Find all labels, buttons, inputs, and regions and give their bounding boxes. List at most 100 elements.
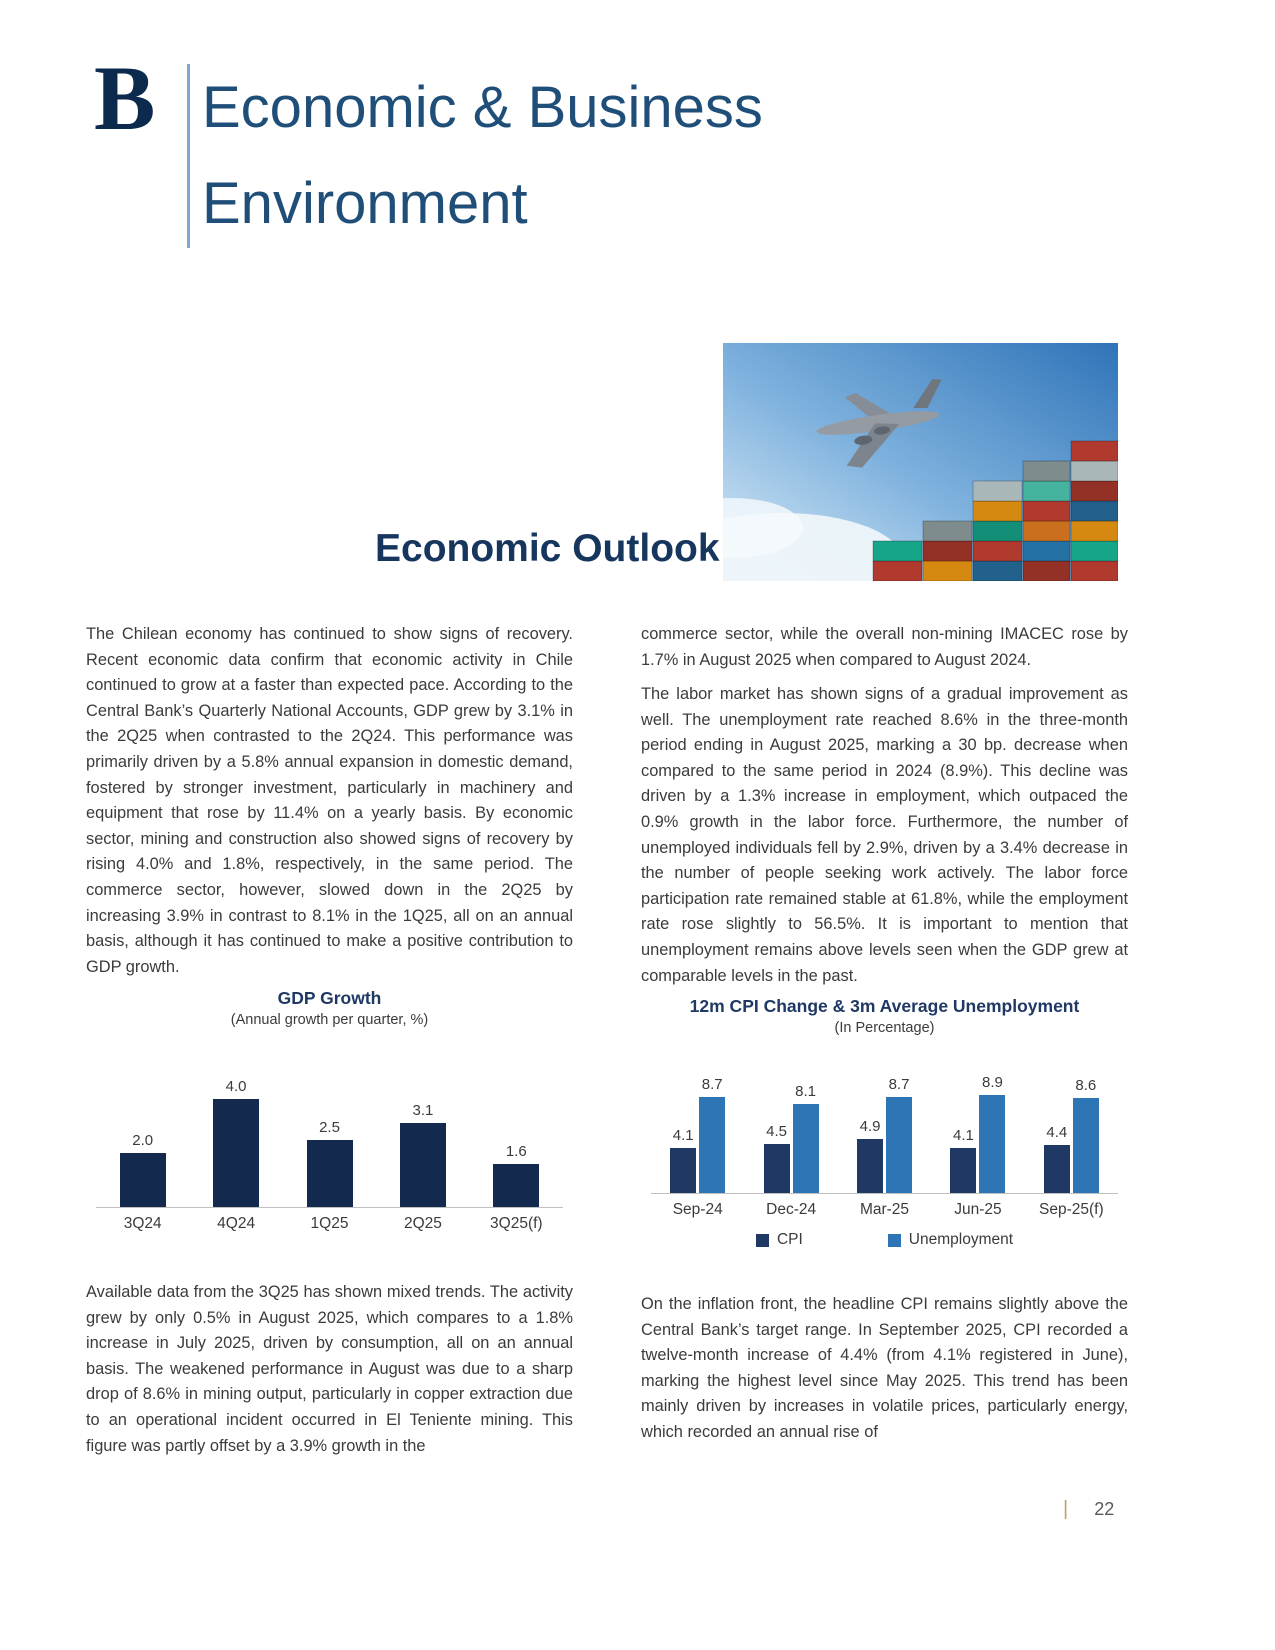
category-axis: 3Q24 4Q24 1Q25 2Q25 3Q25(f) — [96, 1215, 563, 1233]
chart-title: GDP Growth — [277, 988, 382, 1008]
bar — [399, 1123, 446, 1207]
photo-illustration — [723, 343, 1118, 581]
category-label: Jun-25 — [954, 1201, 1002, 1218]
legend-item: Unemployment — [887, 1231, 1014, 1249]
airplane — [816, 378, 942, 468]
bar-group: 4.1 8.7 — [651, 1076, 744, 1193]
data-label: 8.7 — [701, 1076, 723, 1094]
data-label: 8.6 — [1075, 1077, 1097, 1095]
data-label: 4.0 — [225, 1078, 247, 1095]
bar-group: 4.9 8.7 — [838, 1076, 931, 1193]
bar-column: 3.1 — [399, 1102, 446, 1207]
bar — [792, 1103, 819, 1193]
data-label: 2.5 — [319, 1118, 340, 1136]
body-paragraph-right-1: commerce sector, while the overall non-m… — [641, 625, 1128, 669]
body-paragraph-right-2: The labor market has shown signs of a gr… — [641, 685, 1128, 985]
bar — [1043, 1144, 1070, 1193]
bar — [1072, 1098, 1099, 1193]
data-label: 8.7 — [888, 1076, 910, 1094]
bar-column: 1.6 — [493, 1142, 540, 1207]
page-footer: | 22 — [1063, 1498, 1114, 1521]
category-label: Sep-24 — [672, 1201, 723, 1218]
bar-column: 8.7 — [886, 1076, 913, 1193]
plot-area: 2.0 4.0 2.5 3.1 1.6 — [96, 1056, 563, 1208]
bar-column: 4.1 — [950, 1126, 977, 1193]
bar — [857, 1139, 884, 1193]
bar — [699, 1097, 726, 1193]
bar-column: 8.9 — [979, 1074, 1006, 1193]
legend-swatch — [887, 1233, 901, 1247]
bar-column: 8.1 — [792, 1082, 819, 1193]
data-label: 4.4 — [1046, 1123, 1068, 1141]
category-axis: Sep-24 Dec-24 Mar-25 Jun-25 Sep-25(f) — [651, 1201, 1118, 1219]
category-label: Mar-25 — [859, 1201, 910, 1218]
bar-column: 8.7 — [699, 1076, 726, 1193]
bar-group: 4.4 8.6 — [1025, 1077, 1118, 1193]
data-label: 3.1 — [412, 1102, 434, 1120]
bar — [493, 1163, 540, 1207]
bar — [213, 1099, 260, 1207]
bar — [119, 1153, 166, 1207]
bar-column: 4.0 — [213, 1078, 260, 1207]
page-title: Economic & Business Environment — [202, 60, 763, 252]
header-divider — [187, 64, 190, 248]
page-number: 22 — [1094, 1499, 1115, 1519]
chart-legend: CPI Unemployment — [641, 1231, 1128, 1249]
bar — [950, 1147, 977, 1193]
bar-group: 2.5 — [283, 1118, 376, 1207]
bar — [306, 1139, 353, 1207]
bar — [886, 1097, 913, 1193]
page-title-line1: Economic & Business — [202, 75, 763, 140]
airplane-containers-photo — [723, 343, 1118, 581]
chart-subtitle: (Annual growth per quarter, %) — [230, 1012, 429, 1028]
data-label: 8.1 — [795, 1082, 817, 1100]
bar-group: 1.6 — [470, 1143, 563, 1207]
bar — [670, 1147, 697, 1193]
bar-column: 4.4 — [1043, 1123, 1070, 1193]
category-label: 1Q25 — [310, 1215, 349, 1232]
body-paragraph-left-2: Available data from the 3Q25 has shown m… — [86, 1283, 573, 1455]
section-heading: Economic Outlook — [375, 527, 720, 570]
category-label: 3Q25(f) — [490, 1215, 543, 1232]
body-paragraph-right-3: On the inflation front, the headline CPI… — [641, 1295, 1128, 1441]
bar-group: 2.0 — [96, 1132, 189, 1207]
containers — [872, 440, 1118, 581]
bar-group: 4.0 — [189, 1078, 282, 1207]
data-label: 8.9 — [981, 1074, 1003, 1092]
chart-subtitle: (In Percentage) — [834, 1020, 935, 1036]
category-label: 2Q25 — [403, 1215, 442, 1232]
bar-column: 2.5 — [306, 1118, 353, 1207]
legend-label: Unemployment — [908, 1231, 1014, 1248]
bar-column: 8.6 — [1072, 1077, 1099, 1193]
data-label: 4.1 — [952, 1126, 974, 1144]
data-label: 4.1 — [672, 1126, 694, 1144]
legend-swatch — [755, 1233, 769, 1247]
bar — [763, 1143, 790, 1193]
bar-column: 4.9 — [857, 1118, 884, 1193]
category-label: 3Q24 — [123, 1215, 162, 1232]
legend-label: CPI — [776, 1231, 803, 1248]
bar-column: 2.0 — [119, 1132, 166, 1207]
body-paragraph-left-1: The Chilean economy has continued to sho… — [86, 625, 573, 976]
footer-separator: | — [1063, 1498, 1069, 1520]
chart-title: 12m CPI Change & 3m Average Unemployment — [689, 996, 1080, 1016]
data-label: 4.5 — [766, 1122, 788, 1140]
category-label: 4Q24 — [217, 1215, 256, 1232]
data-label: 2.0 — [132, 1132, 154, 1149]
category-label: Dec-24 — [766, 1201, 817, 1218]
bar-group: 3.1 — [376, 1102, 469, 1207]
plot-area: 4.1 8.7 4.5 8.1 4.9 8.7 4.1 8.9 4.4 8.6 — [651, 1066, 1118, 1194]
bar-group: 4.5 8.1 — [744, 1083, 837, 1193]
bar — [979, 1095, 1006, 1193]
bar-column: 4.1 — [670, 1126, 697, 1193]
page-title-line2: Environment — [202, 171, 528, 236]
category-label: Sep-25(f) — [1039, 1201, 1104, 1218]
bar-column: 4.5 — [763, 1122, 790, 1193]
bar-group: 4.1 8.9 — [931, 1074, 1024, 1193]
legend-item: CPI — [755, 1231, 803, 1249]
cpi-unemployment-chart: 12m CPI Change & 3m Average Unemployment… — [641, 996, 1128, 1249]
data-label: 4.9 — [859, 1118, 881, 1136]
gdp-growth-chart: GDP Growth (Annual growth per quarter, %… — [86, 988, 573, 1233]
data-label: 1.6 — [505, 1142, 527, 1160]
